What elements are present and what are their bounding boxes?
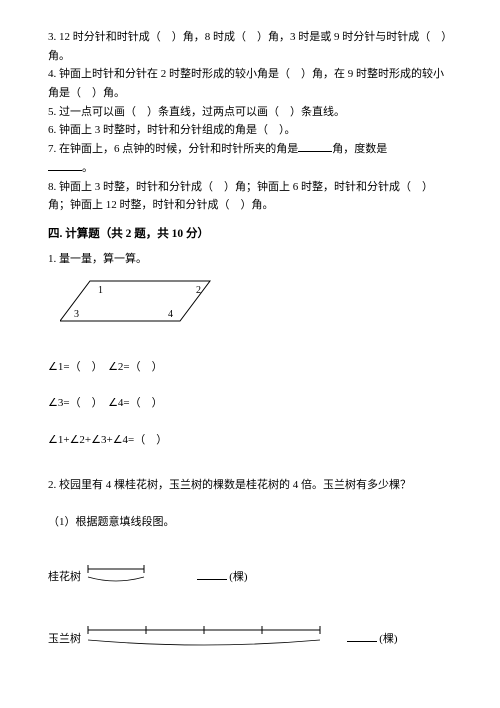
problem-2-title: 2. 校园里有 4 棵桂花树，玉兰树的棵数是桂花树的 4 倍。玉兰树有多少棵？	[48, 476, 452, 495]
guihua-row: 桂花树 (棵)	[48, 563, 452, 592]
question-6: 6. 钟面上 3 时整时，时针和分针组成的角是（ ）。	[48, 121, 452, 140]
angle-label-4: 4	[168, 309, 173, 320]
yulan-label: 玉兰树	[48, 630, 81, 649]
question-4: 4. 钟面上时针和分针在 2 时整时形成的较小角是（ ）角，在 9 时整时形成的…	[48, 65, 452, 102]
angle-eq-sum: ∠1+∠2+∠3+∠4=（ ）	[48, 431, 452, 450]
blank-7-1	[298, 141, 332, 152]
question-3: 3. 12 时分针和时针成（ ）角，8 时成（ ）角，3 时是或 9 时分针与时…	[48, 28, 452, 65]
yulan-row: 玉兰树 (棵)	[48, 624, 452, 655]
angle-eq-12: ∠1=（ ） ∠2=（ ）	[48, 358, 452, 377]
problem-1-title: 1. 量一量，算一算。	[48, 250, 452, 269]
problem-2-sub: （1）根据题意填线段图。	[48, 513, 452, 532]
yulan-segment	[84, 624, 344, 655]
question-7: 7. 在钟面上，6 点钟的时候，分针和时针所夹的角是 角，度数是 。	[48, 140, 452, 177]
question-8: 8. 钟面上 3 时整，时针和分针成（ ）角；钟面上 6 时整，时针和分针成（ …	[48, 178, 452, 215]
guihua-blank	[197, 569, 227, 580]
blank-7-2	[48, 160, 82, 171]
question-7c: 。	[82, 162, 93, 174]
guihua-label: 桂花树	[48, 568, 81, 587]
question-7b: 角，度数是	[332, 143, 387, 155]
document-page: 3. 12 时分针和时针成（ ）角，8 时成（ ）角，3 时是或 9 时分针与时…	[0, 0, 500, 675]
yulan-unit: (棵)	[379, 633, 397, 645]
guihua-segment	[84, 563, 194, 592]
yulan-blank	[347, 631, 377, 642]
question-5: 5. 过一点可以画（ ）条直线，过两点可以画（ ）条直线。	[48, 103, 452, 122]
angle-label-2: 2	[196, 285, 201, 296]
guihua-unit: (棵)	[229, 571, 247, 583]
angle-label-1: 1	[98, 285, 103, 296]
section-4-title: 四. 计算题（共 2 题，共 10 分）	[48, 225, 452, 245]
angle-label-3: 3	[74, 309, 79, 320]
parallelogram-figure: 1 2 3 4	[60, 275, 452, 338]
question-7a: 7. 在钟面上，6 点钟的时候，分针和时针所夹的角是	[48, 143, 298, 155]
angle-eq-34: ∠3=（ ） ∠4=（ ）	[48, 394, 452, 413]
